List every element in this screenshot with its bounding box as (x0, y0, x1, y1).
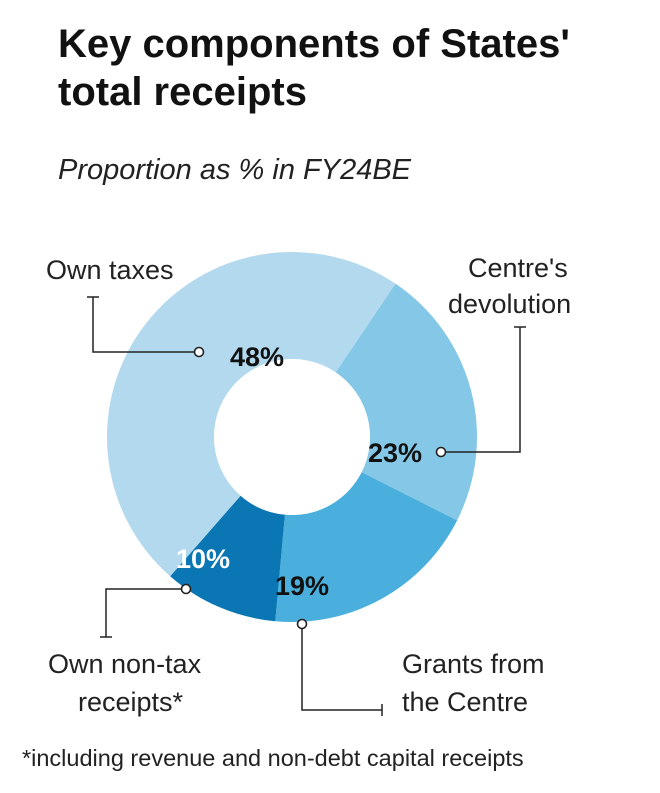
value-label-own-non-tax-receipts: 10% (176, 544, 230, 574)
chart-title: Key components of States' total receipts (58, 22, 570, 114)
marker-grants (296, 618, 308, 630)
label-grants-line1: Grants from (402, 649, 545, 679)
leader-markers (180, 346, 447, 630)
leader-grants (301, 624, 382, 711)
donut-hole (214, 359, 370, 515)
label-own-taxes: Own taxes (46, 255, 174, 285)
marker-own-taxes (193, 346, 205, 358)
value-label-centre-s-devolution: 23% (368, 438, 422, 468)
donut-slices (106, 251, 478, 622)
slice-grants-from-the-centre (275, 472, 458, 622)
label-non-tax-line1: Own non-tax (48, 649, 202, 679)
value-labels: 48% 23% 19% 10% (176, 342, 422, 601)
label-centre-devolution-line1: Centre's (468, 253, 568, 283)
chart-subtitle: Proportion as % in FY24BE (58, 154, 412, 186)
label-grants-line2: the Centre (402, 687, 529, 717)
leader-non-tax (105, 588, 186, 637)
marker-non-tax (180, 583, 192, 595)
marker-centre-devolution (435, 446, 447, 458)
slice-own-taxes (106, 251, 396, 577)
footnote: *including revenue and non-debt capital … (22, 745, 524, 771)
leader-own-taxes (92, 297, 198, 353)
slice-centre-s-devolution (335, 283, 478, 521)
leader-centre-devolution (441, 327, 521, 453)
label-non-tax-line2: receipts* (78, 687, 184, 717)
value-label-grants-from-the-centre: 19% (275, 571, 329, 601)
slice-own-non-tax-receipts (170, 495, 285, 622)
value-label-own-taxes: 48% (230, 342, 284, 372)
leader-lines (87, 296, 526, 716)
label-centre-devolution-line2: devolution (448, 289, 572, 319)
